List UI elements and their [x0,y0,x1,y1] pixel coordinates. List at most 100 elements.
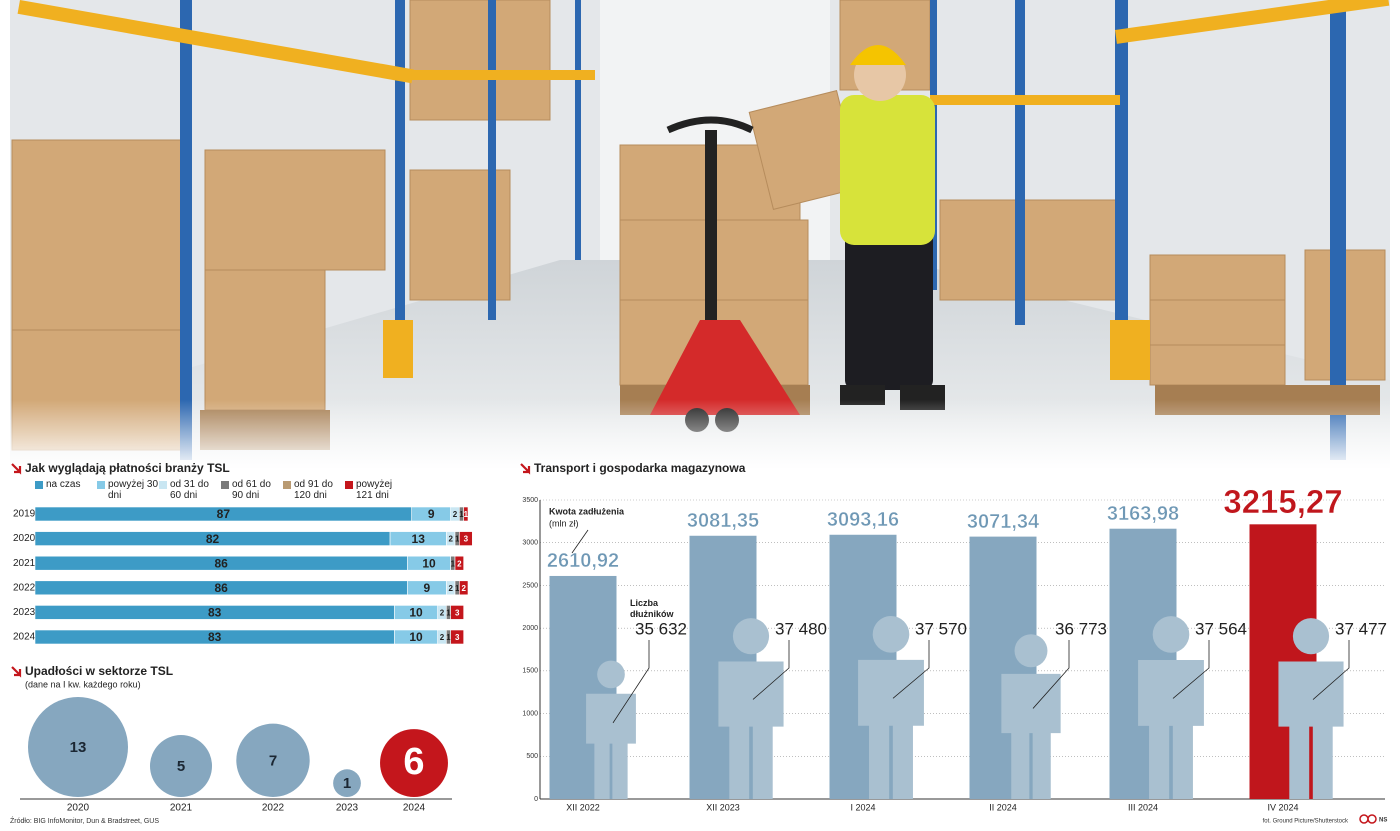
x-tick-label: 2021 [170,803,193,814]
x-tick-label: I 2024 [850,802,875,812]
leader-line [752,640,790,700]
data-label: 3093,16 [827,509,899,531]
data-label: 35 632 [635,619,687,638]
source: Źródło: BIG InfoMonitor, Dun & Bradstree… [10,816,159,825]
data-label: 86 [215,581,229,595]
data-label: 3 [464,535,469,544]
photo-credit: fot. Ground Picture/Shutterstock [1263,819,1349,825]
data-label: 10 [409,630,423,644]
person [718,618,784,799]
bubble [380,729,448,797]
legend-swatch [283,481,291,489]
data-label: 2 [453,510,458,519]
data-label: 37 477 [1335,619,1387,638]
data-label: 10 [422,556,436,570]
data-label: 1 [446,609,451,618]
data-label: 3081,35 [687,510,759,532]
legend-label: od 31 do 60 dni [170,479,209,501]
chart-subtitle: (dane na I kw. każdego roku) [25,679,141,689]
x-tick-label: 2023 [336,803,359,814]
y-tick-label: 3500 [522,497,538,504]
x-tick-label: XII 2023 [706,802,740,812]
bar-segment [450,605,464,620]
data-label: 1 [459,510,464,519]
series-unit: (mln zł) [549,518,579,528]
data-label: 1 [451,559,456,568]
person [1278,618,1344,799]
y-tick-label: 1000 [522,710,538,717]
data-label: 13 [70,739,87,756]
y-tick-label: 0 [534,796,538,803]
title-arrow [520,463,531,475]
legend-swatch [345,481,353,489]
y-tick-label: 2020 [13,533,36,544]
data-label: 3071,34 [967,511,1040,533]
x-tick-label: XII 2022 [566,802,600,812]
x-tick-label: III 2024 [1128,802,1158,812]
data-label: 1 [464,510,469,519]
y-tick-label: 2022 [13,582,36,593]
y-tick-label: 2019 [13,509,36,520]
data-label: 83 [208,606,222,620]
data-label: 6 [403,741,424,783]
legend-swatch [35,481,43,489]
bar-segment [459,531,473,546]
legend-label: powyżej 30 dni [108,479,159,501]
data-label: 82 [206,532,220,546]
data-label: 37 480 [775,619,827,638]
x-tick-label: 2022 [262,803,285,814]
y-tick-label: 2000 [522,625,538,632]
y-tick-label: 2024 [13,632,36,643]
title-arrow [11,666,22,678]
data-label: 9 [428,507,435,521]
data-label: 87 [217,507,231,521]
photo [10,0,1390,470]
logo: NS [1379,818,1387,824]
data-label: 5 [177,758,185,775]
data-label: 13 [412,532,426,546]
legend-label: od 91 do 120 dni [294,479,333,501]
data-label: 3 [455,633,460,642]
data-label: 2 [448,584,453,593]
data-label: 1 [455,535,460,544]
data-label: 37 570 [915,619,967,638]
leader-line [1312,640,1350,700]
chart-title: Upadłości w sektorze TSL [25,664,173,678]
y-tick-label: 500 [526,753,538,760]
legend-label: powyżej 121 dni [356,479,393,501]
y-tick-label: 2023 [13,607,36,618]
data-label: 36 773 [1055,619,1107,638]
series-label: Kwota zadłużenia [549,506,625,516]
person [1001,634,1061,799]
chart-title: Transport i gospodarka magazynowa [534,461,746,475]
bubble [236,723,310,798]
data-label: 1 [343,775,351,792]
data-label: 37 564 [1195,619,1247,638]
data-label: 83 [208,630,222,644]
data-label: 2 [457,559,462,568]
bubble [28,697,128,797]
leader-line [571,529,589,554]
data-label: 9 [424,581,431,595]
bar-segment [450,629,464,645]
y-tick-label: 2021 [13,558,36,569]
y-tick-label: 1500 [522,668,538,675]
data-label: 86 [215,556,229,570]
data-label: 10 [409,606,423,620]
legend-swatch [97,481,105,489]
leader-line [1032,640,1070,709]
leader-line [892,640,930,699]
data-label: 3163,98 [1107,503,1179,525]
data-label: 2 [440,633,445,642]
title-arrow [11,463,22,475]
person [1138,616,1204,799]
series-label: Liczba dłużników [630,598,674,619]
chart-title: Jak wyglądają płatności branży TSL [25,461,230,475]
data-label: 3215,27 [1223,483,1342,520]
data-label: 1 [455,584,460,593]
bar-segment [459,580,469,596]
leader-line [612,640,650,724]
data-label: 2 [440,609,445,618]
